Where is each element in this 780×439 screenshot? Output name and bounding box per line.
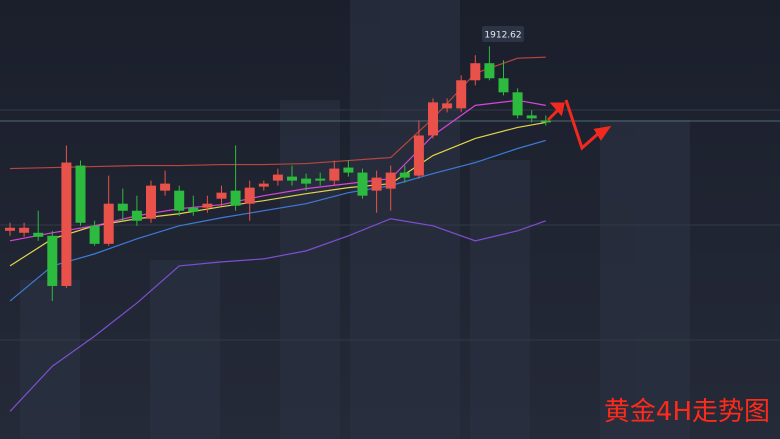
candle-body — [174, 190, 185, 211]
label-box — [482, 26, 524, 42]
candle-body — [188, 207, 199, 212]
candle-body — [61, 162, 72, 286]
candle-body — [216, 192, 227, 199]
high-annotation: 1912.62 — [482, 26, 524, 42]
candle-body — [47, 235, 58, 286]
candle-body — [117, 203, 128, 211]
candle-body — [272, 174, 283, 181]
candle-body — [75, 165, 86, 223]
candle-body — [484, 63, 495, 79]
candle-body — [287, 176, 297, 181]
candle-body — [230, 190, 241, 206]
candle-body — [103, 203, 114, 244]
candle-body — [160, 183, 171, 191]
candle-body — [470, 63, 481, 81]
candle-body — [5, 227, 15, 231]
candle-body — [371, 177, 382, 191]
indicator-line — [9, 139, 546, 302]
candle-body — [146, 185, 156, 219]
forecast-arrows — [546, 99, 612, 151]
indicator-line — [9, 99, 546, 242]
indicator-line — [9, 218, 547, 412]
candle-body — [343, 167, 354, 173]
high-label: 1912.62 — [484, 31, 521, 41]
candle-body — [258, 183, 269, 187]
candle-body — [301, 178, 312, 184]
candle-body — [413, 135, 424, 176]
candle-body — [428, 102, 438, 136]
candle-body — [540, 120, 551, 123]
candle-body — [399, 172, 410, 178]
candle-body — [512, 92, 523, 116]
plot — [5, 46, 551, 412]
candle-body — [526, 115, 537, 119]
candle-body — [131, 210, 142, 221]
candle-body — [89, 225, 100, 244]
candle-body — [442, 103, 453, 109]
candle-body — [357, 172, 368, 196]
chart-title: 黄金4H走势图 — [604, 397, 770, 427]
city-backdrop — [20, 0, 690, 439]
candle-body — [244, 187, 255, 204]
candle-body — [19, 227, 30, 233]
candle-body — [456, 80, 467, 109]
candle-body — [315, 178, 326, 181]
candle-body — [385, 172, 396, 189]
candle-body — [329, 168, 340, 181]
indicator-line — [9, 56, 546, 170]
candle-body — [498, 78, 509, 93]
frame-lines — [0, 109, 780, 341]
candle-body — [202, 203, 213, 208]
candle-body — [33, 232, 44, 237]
